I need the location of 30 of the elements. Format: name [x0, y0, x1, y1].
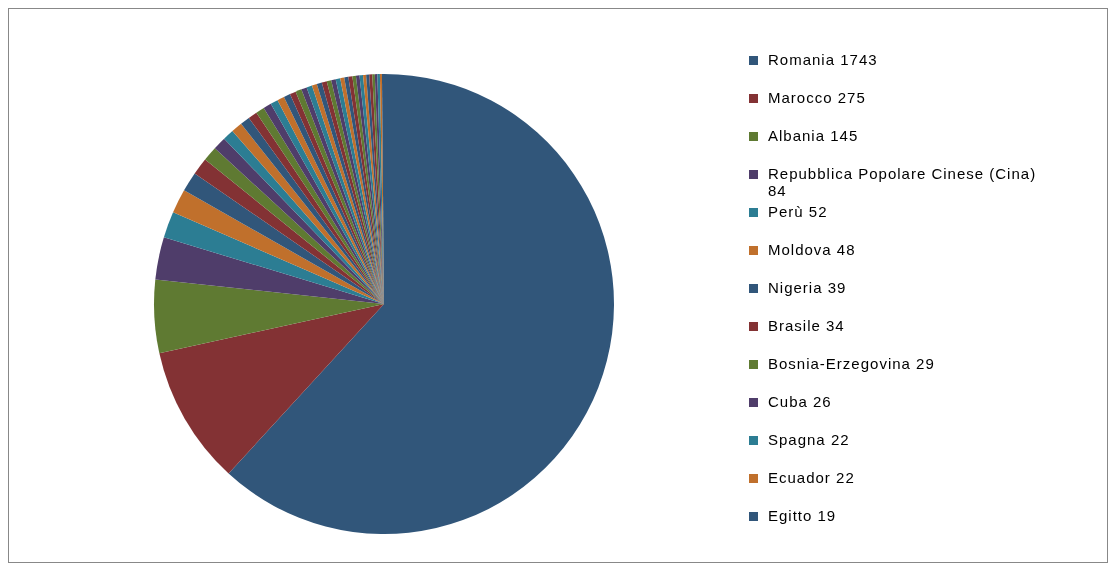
legend-label: Cuba [768, 393, 808, 410]
legend-label: Ecuador [768, 469, 831, 486]
pie-slice [163, 212, 384, 304]
data-label: 39 [827, 279, 847, 296]
data-label: 29 [916, 355, 935, 372]
data-label: 34 [826, 317, 845, 334]
data-label: 84 [768, 182, 787, 199]
legend-label: Repubblica Popolare Cinese (Cina) [768, 165, 1037, 182]
data-label: 1743 [840, 51, 878, 68]
legend-label: Egitto [768, 507, 813, 524]
legend-label: Perù [768, 203, 804, 220]
legend-label: Albania [768, 127, 826, 144]
legend-label: Bosnia-Erzegovina [768, 355, 911, 372]
data-label: 22 [830, 431, 850, 448]
legend-label: Moldova [768, 241, 832, 258]
data-label: 26 [813, 393, 832, 410]
legend-label: Spagna [768, 431, 826, 448]
pie-slice [159, 304, 384, 474]
pie-slice [154, 279, 384, 354]
pie-slice [228, 74, 614, 534]
legend-label: Romania [768, 51, 836, 68]
legend-label: Marocco [768, 89, 833, 106]
legend-label: Brasile [768, 317, 821, 334]
data-label: 275 [837, 89, 866, 106]
legend-label: Nigeria [768, 279, 823, 296]
data-label: 145 [830, 127, 859, 144]
data-label: 52 [808, 203, 828, 220]
data-label: 22 [836, 469, 855, 486]
data-label: 19 [817, 507, 837, 524]
data-label: 48 [836, 241, 856, 258]
